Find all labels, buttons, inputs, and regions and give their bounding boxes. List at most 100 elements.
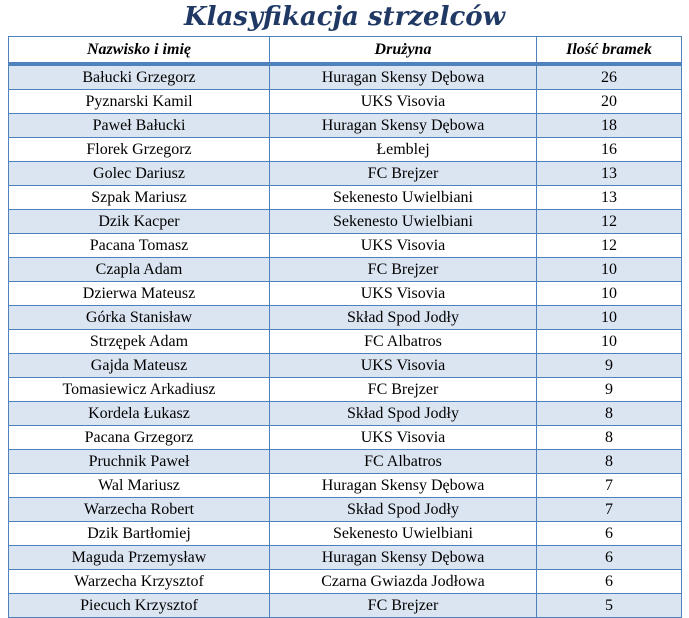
table-row: Gajda Mateusz UKS Visovia 9 (8, 353, 682, 378)
cell-goals: 7 (536, 473, 682, 498)
cell-team: Huragan Skensy Dębowa (269, 545, 537, 570)
cell-player-name: Pruchnik Paweł (8, 449, 270, 474)
cell-player-name: Dzik Bartłomiej (8, 521, 270, 546)
table-row: Golec Dariusz FC Brejzer 13 (8, 161, 682, 186)
cell-team: UKS Visovia (269, 425, 537, 450)
cell-team: Skład Spod Jodły (269, 497, 537, 522)
cell-team: UKS Visovia (269, 233, 537, 258)
cell-team: UKS Visovia (269, 281, 537, 306)
table-row: Kordela Łukasz Skład Spod Jodły 8 (8, 401, 682, 426)
table-row: Tomasiewicz Arkadiusz FC Brejzer 9 (8, 377, 682, 402)
cell-player-name: Dzierwa Mateusz (8, 281, 270, 306)
cell-goals: 16 (536, 137, 682, 162)
cell-goals: 13 (536, 161, 682, 186)
cell-goals: 5 (536, 593, 682, 618)
cell-goals: 8 (536, 425, 682, 450)
cell-goals: 10 (536, 329, 682, 354)
scorers-table: Nazwisko i imię Drużyna Ilość bramek Bał… (8, 36, 682, 618)
cell-team: Huragan Skensy Dębowa (269, 63, 537, 90)
cell-player-name: Paweł Bałucki (8, 113, 270, 138)
cell-player-name: Wal Mariusz (8, 473, 270, 498)
cell-goals: 9 (536, 353, 682, 378)
cell-team: FC Brejzer (269, 377, 537, 402)
table-body: Bałucki Grzegorz Huragan Skensy Dębowa 26 P… (8, 63, 682, 618)
cell-team: Czarna Gwiazda Jodłowa (269, 569, 537, 594)
table-row: Górka Stanisław Skład Spod Jodły 10 (8, 305, 682, 330)
cell-goals: 6 (536, 545, 682, 570)
column-header-name: Nazwisko i imię (8, 36, 270, 66)
table-row: Paweł Bałucki Huragan Skensy Dębowa 18 (8, 113, 682, 138)
cell-player-name: Piecuch Krzysztof (8, 593, 270, 618)
cell-goals: 20 (536, 89, 682, 114)
table-row: Bałucki Grzegorz Huragan Skensy Dębowa 26 (8, 63, 682, 90)
table-row: Pyznarski Kamil UKS Visovia 20 (8, 89, 682, 114)
cell-goals: 13 (536, 185, 682, 210)
table-row: Dzik Bartłomiej Sekenesto Uwielbiani 6 (8, 521, 682, 546)
cell-player-name: Szpak Mariusz (8, 185, 270, 210)
header-row: Nazwisko i imię Drużyna Ilość bramek (8, 36, 682, 66)
column-header-team: Drużyna (269, 36, 537, 66)
table-row: Warzecha Robert Skład Spod Jodły 7 (8, 497, 682, 522)
table-row: Piecuch Krzysztof FC Brejzer 5 (8, 593, 682, 618)
column-header-goals: Ilość bramek (536, 36, 682, 66)
table-row: Pacana Grzegorz UKS Visovia 8 (8, 425, 682, 450)
cell-team: Skład Spod Jodły (269, 305, 537, 330)
cell-player-name: Golec Dariusz (8, 161, 270, 186)
cell-team: UKS Visovia (269, 89, 537, 114)
cell-goals: 6 (536, 569, 682, 594)
cell-team: FC Albatros (269, 329, 537, 354)
table-header: Nazwisko i imię Drużyna Ilość bramek (8, 36, 682, 66)
cell-team: Sekenesto Uwielbiani (269, 209, 537, 234)
cell-player-name: Pyznarski Kamil (8, 89, 270, 114)
table-row: Florek Grzegorz Łemblej 16 (8, 137, 682, 162)
cell-goals: 7 (536, 497, 682, 522)
table-row: Dzierwa Mateusz UKS Visovia 10 (8, 281, 682, 306)
cell-player-name: Warzecha Robert (8, 497, 270, 522)
cell-player-name: Warzecha Krzysztof (8, 569, 270, 594)
cell-player-name: Górka Stanisław (8, 305, 270, 330)
table-row: Dzik Kacper Sekenesto Uwielbiani 12 (8, 209, 682, 234)
cell-player-name: Strzępek Adam (8, 329, 270, 354)
table-row: Pacana Tomasz UKS Visovia 12 (8, 233, 682, 258)
cell-team: Huragan Skensy Dębowa (269, 473, 537, 498)
cell-player-name: Dzik Kacper (8, 209, 270, 234)
cell-player-name: Czapla Adam (8, 257, 270, 282)
table-row: Maguda Przemysław Huragan Skensy Dębowa 6 (8, 545, 682, 570)
cell-team: Łemblej (269, 137, 537, 162)
cell-player-name: Bałucki Grzegorz (8, 63, 270, 90)
cell-player-name: Pacana Grzegorz (8, 425, 270, 450)
cell-team: FC Brejzer (269, 257, 537, 282)
cell-player-name: Florek Grzegorz (8, 137, 270, 162)
table-row: Strzępek Adam FC Albatros 10 (8, 329, 682, 354)
cell-team: Sekenesto Uwielbiani (269, 521, 537, 546)
cell-team: Sekenesto Uwielbiani (269, 185, 537, 210)
table-row: Czapla Adam FC Brejzer 10 (8, 257, 682, 282)
cell-goals: 10 (536, 281, 682, 306)
table-row: Wal Mariusz Huragan Skensy Dębowa 7 (8, 473, 682, 498)
cell-team: Skład Spod Jodły (269, 401, 537, 426)
cell-goals: 26 (536, 63, 682, 90)
cell-team: FC Brejzer (269, 593, 537, 618)
cell-player-name: Gajda Mateusz (8, 353, 270, 378)
cell-player-name: Tomasiewicz Arkadiusz (8, 377, 270, 402)
table-row: Pruchnik Paweł FC Albatros 8 (8, 449, 682, 474)
table-row: Warzecha Krzysztof Czarna Gwiazda Jodłowa… (8, 569, 682, 594)
cell-team: UKS Visovia (269, 353, 537, 378)
table-row: Szpak Mariusz Sekenesto Uwielbiani 13 (8, 185, 682, 210)
cell-goals: 18 (536, 113, 682, 138)
cell-team: FC Albatros (269, 449, 537, 474)
cell-goals: 10 (536, 305, 682, 330)
page-title: Klasyfikacja strzelców (183, 2, 506, 32)
cell-goals: 8 (536, 401, 682, 426)
cell-goals: 10 (536, 257, 682, 282)
cell-player-name: Kordela Łukasz (8, 401, 270, 426)
cell-goals: 8 (536, 449, 682, 474)
cell-team: FC Brejzer (269, 161, 537, 186)
cell-goals: 12 (536, 233, 682, 258)
cell-player-name: Pacana Tomasz (8, 233, 270, 258)
cell-goals: 12 (536, 209, 682, 234)
cell-goals: 6 (536, 521, 682, 546)
cell-goals: 9 (536, 377, 682, 402)
cell-team: Huragan Skensy Dębowa (269, 113, 537, 138)
